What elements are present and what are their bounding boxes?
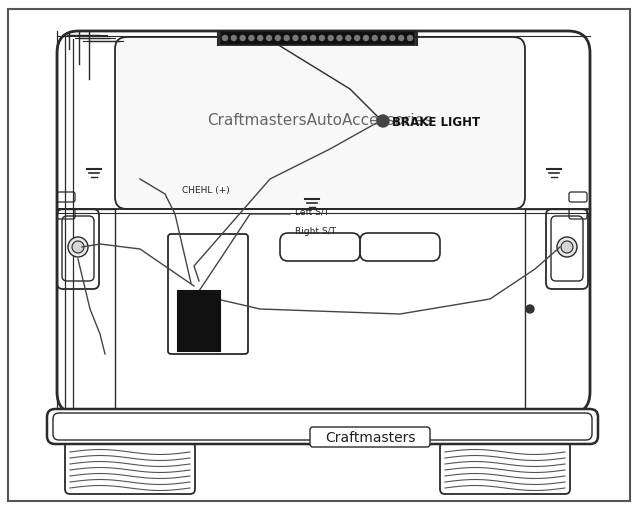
- FancyBboxPatch shape: [440, 442, 570, 494]
- Circle shape: [355, 37, 360, 41]
- Circle shape: [346, 37, 351, 41]
- Text: Craftmasters: Craftmasters: [324, 430, 415, 444]
- FancyBboxPatch shape: [57, 32, 590, 414]
- Circle shape: [399, 37, 404, 41]
- Text: Right S/T: Right S/T: [295, 227, 336, 236]
- FancyBboxPatch shape: [65, 442, 195, 494]
- Circle shape: [390, 37, 395, 41]
- FancyBboxPatch shape: [47, 409, 598, 444]
- Circle shape: [293, 37, 298, 41]
- Circle shape: [275, 37, 280, 41]
- Circle shape: [68, 238, 88, 258]
- Circle shape: [223, 37, 227, 41]
- Circle shape: [372, 37, 377, 41]
- Text: BRAKE LIGHT: BRAKE LIGHT: [392, 115, 480, 128]
- Circle shape: [557, 238, 577, 258]
- FancyBboxPatch shape: [168, 235, 248, 354]
- Circle shape: [364, 37, 369, 41]
- Circle shape: [408, 37, 413, 41]
- Circle shape: [328, 37, 333, 41]
- Text: CHEHL (+): CHEHL (+): [182, 185, 230, 194]
- Circle shape: [284, 37, 289, 41]
- Circle shape: [258, 37, 263, 41]
- Circle shape: [266, 37, 271, 41]
- Circle shape: [72, 242, 84, 253]
- Bar: [178, 292, 220, 351]
- Circle shape: [561, 242, 573, 253]
- Text: Left S/T: Left S/T: [295, 207, 329, 216]
- Circle shape: [302, 37, 307, 41]
- Circle shape: [310, 37, 316, 41]
- Circle shape: [319, 37, 324, 41]
- Circle shape: [526, 305, 534, 314]
- Circle shape: [377, 116, 389, 128]
- Circle shape: [240, 37, 245, 41]
- Circle shape: [231, 37, 236, 41]
- FancyBboxPatch shape: [310, 427, 430, 447]
- FancyBboxPatch shape: [115, 38, 525, 210]
- Bar: [220, 32, 415, 46]
- Text: CraftmastersAutoAccessories: CraftmastersAutoAccessories: [207, 112, 433, 127]
- Circle shape: [337, 37, 342, 41]
- Circle shape: [249, 37, 254, 41]
- Circle shape: [381, 37, 386, 41]
